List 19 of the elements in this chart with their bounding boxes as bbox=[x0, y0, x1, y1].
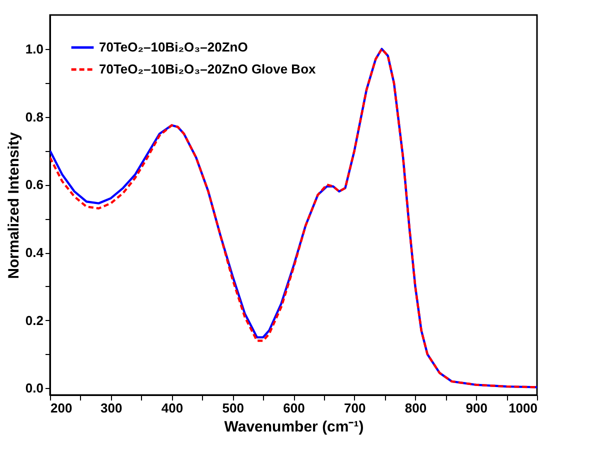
x-tick-label: 900 bbox=[466, 400, 488, 416]
y-tick-label: 0.2 bbox=[25, 312, 44, 328]
x-tick-label: 300 bbox=[100, 400, 122, 416]
x-tick-label: 800 bbox=[404, 400, 427, 416]
x-tick-label: 1000 bbox=[508, 400, 538, 416]
x-tick-label: 400 bbox=[161, 400, 184, 416]
y-tick-label: 0.6 bbox=[25, 177, 44, 192]
y-tick-label: 0.8 bbox=[25, 109, 44, 124]
legend-label: 70TeO₂–10Bi₂O₃–20ZnO bbox=[99, 40, 248, 54]
x-tick-label: 700 bbox=[344, 400, 366, 416]
x-tick-label: 200 bbox=[50, 400, 72, 416]
y-tick-label: 1.0 bbox=[25, 41, 44, 56]
x-axis-title: Wavenumber (cm⁻¹) bbox=[224, 418, 364, 436]
x-tick-label: 500 bbox=[222, 400, 244, 416]
y-axis-title: Normalized Intensity bbox=[5, 131, 22, 279]
y-tick-label: 0.4 bbox=[25, 245, 44, 260]
x-tick-label: 600 bbox=[283, 400, 305, 416]
y-tick-label: 0.0 bbox=[25, 380, 44, 396]
legend-label: 70TeO₂–10Bi₂O₃–20ZnO Glove Box bbox=[99, 62, 317, 76]
